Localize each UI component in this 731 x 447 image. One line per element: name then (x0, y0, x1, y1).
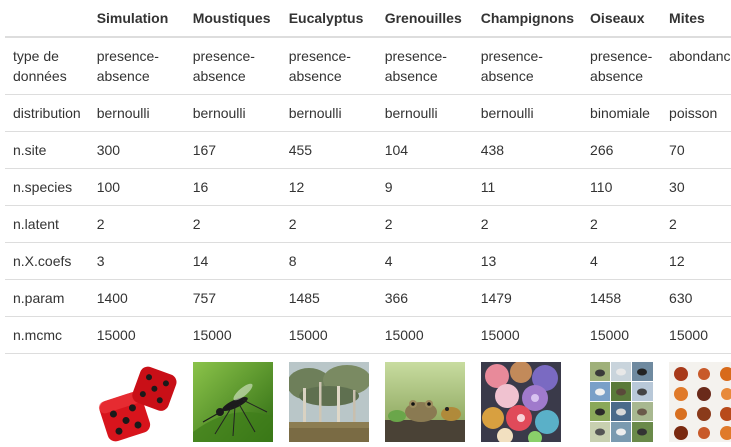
table-cell: abondance (669, 48, 731, 64)
header-eucalyptus: Eucalyptus (280, 0, 377, 38)
header-corner (5, 0, 89, 38)
table-cell: 8 (280, 242, 377, 280)
table-row: n.mcmc 15000 15000 15000 15000 15000 150… (5, 316, 731, 354)
table-cell: 2 (376, 205, 473, 243)
table-cell: 300 (88, 131, 185, 169)
row-label-n-x-coefs: n.X.coefs (5, 242, 89, 280)
table-cell: bernoulli (472, 94, 583, 132)
table-cell: bernoulli (280, 94, 377, 132)
table-cell: 167 (184, 131, 281, 169)
table-cell: bernoulli (376, 94, 473, 132)
table-cell: 100 (88, 168, 185, 206)
table-row: distribution bernoulli bernoulli bernoul… (5, 94, 731, 132)
header-row: Simulation Moustiques Eucalyptus Grenoui… (5, 0, 731, 38)
table-cell: presence-absence (480, 48, 543, 84)
eucalyptus-forest-image (288, 362, 369, 442)
datasets-table: Simulation Moustiques Eucalyptus Grenoui… (5, 0, 731, 442)
table-cell: 1458 (582, 279, 662, 317)
table-cell: poisson (661, 94, 731, 132)
mushrooms-image (480, 362, 561, 442)
table-row: type de données presence-absence presenc… (5, 37, 731, 95)
table-cell: 110 (582, 168, 662, 206)
row-label-distribution: distribution (5, 94, 89, 132)
table-cell: 2 (661, 205, 731, 243)
table-cell: 1400 (88, 279, 185, 317)
birds-grid-image (590, 362, 654, 442)
table-cell: binomiale (582, 94, 662, 132)
table-cell: 4 (376, 242, 473, 280)
table-cell: 15000 (88, 316, 185, 354)
header-oiseaux: Oiseaux (582, 0, 662, 38)
table-cell: 1485 (280, 279, 377, 317)
table-cell: 630 (661, 279, 731, 317)
table-cell (88, 353, 185, 442)
image-row (5, 353, 731, 442)
table-cell (472, 353, 583, 442)
table-row: n.X.coefs 3 14 8 4 13 4 12 (5, 242, 731, 280)
table-cell: presence-absence (590, 48, 653, 84)
row-label-n-param: n.param (5, 279, 89, 317)
row-label-n-site: n.site (5, 131, 89, 169)
header-simulation: Simulation (88, 0, 185, 38)
table-cell: 15000 (280, 316, 377, 354)
table-cell (661, 353, 731, 442)
table-cell: 12 (661, 242, 731, 280)
table-cell: 15000 (472, 316, 583, 354)
table-cell: presence-absence (288, 48, 351, 84)
table-cell: 2 (280, 205, 377, 243)
mites-grid-image (669, 362, 731, 442)
table-cell: 2 (184, 205, 281, 243)
table-cell: 12 (280, 168, 377, 206)
row-label-n-mcmc: n.mcmc (5, 316, 89, 354)
table-cell: 266 (582, 131, 662, 169)
table-cell: 455 (280, 131, 377, 169)
row-label-n-species: n.species (5, 168, 89, 206)
table-cell: presence-absence (96, 48, 159, 84)
table-cell (184, 353, 281, 442)
table-row: n.latent 2 2 2 2 2 2 2 (5, 205, 731, 243)
header-mites: Mites (661, 0, 731, 38)
table-cell: bernoulli (184, 94, 281, 132)
image-row-label (5, 353, 89, 442)
table-cell: 1479 (472, 279, 583, 317)
frogs-image (384, 362, 465, 442)
header-champignons: Champignons (472, 0, 583, 38)
table-cell: 70 (661, 131, 731, 169)
table-cell: 15000 (582, 316, 662, 354)
row-label-n-latent: n.latent (5, 205, 89, 243)
red-dice-image (96, 362, 177, 442)
mosquito-image (192, 362, 273, 442)
table-cell: presence-absence (192, 48, 255, 84)
table-cell: 366 (376, 279, 473, 317)
table-cell: 15000 (376, 316, 473, 354)
table-cell: 4 (582, 242, 662, 280)
table-cell (582, 353, 662, 442)
table-cell: 30 (661, 168, 731, 206)
table-cell: bernoulli (88, 94, 185, 132)
table-cell: 16 (184, 168, 281, 206)
table-cell (376, 353, 473, 442)
table-cell: 14 (184, 242, 281, 280)
table-cell: 15000 (661, 316, 731, 354)
header-grenouilles: Grenouilles (376, 0, 473, 38)
table-cell (280, 353, 377, 442)
table-cell: 13 (472, 242, 583, 280)
table-cell: presence-absence (384, 48, 447, 84)
header-moustiques: Moustiques (184, 0, 281, 38)
table-cell: 757 (184, 279, 281, 317)
table-cell: 2 (88, 205, 185, 243)
table-row: n.param 1400 757 1485 366 1479 1458 630 (5, 279, 731, 317)
table-cell: 104 (376, 131, 473, 169)
table-cell: 11 (472, 168, 583, 206)
table-row: n.species 100 16 12 9 11 110 30 (5, 168, 731, 206)
row-label-type-de-donnees: type de données (13, 48, 67, 84)
table-cell: 2 (582, 205, 662, 243)
table-cell: 438 (472, 131, 583, 169)
table-cell: 9 (376, 168, 473, 206)
table-cell: 2 (472, 205, 583, 243)
table-cell: 3 (88, 242, 185, 280)
table-row: n.site 300 167 455 104 438 266 70 (5, 131, 731, 169)
table-cell: 15000 (184, 316, 281, 354)
